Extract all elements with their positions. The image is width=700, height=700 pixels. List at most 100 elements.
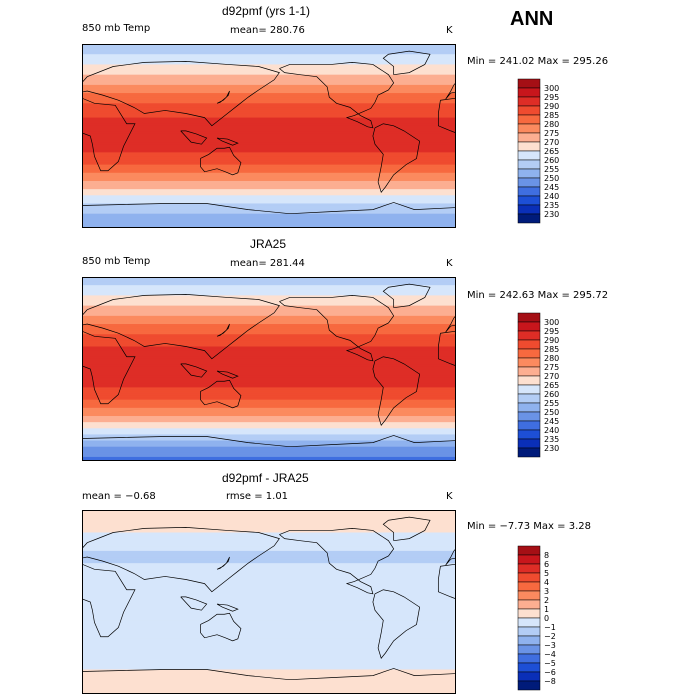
latitude-band xyxy=(82,524,456,527)
latitude-band xyxy=(82,307,456,311)
latitude-band xyxy=(82,311,456,315)
latitude-band xyxy=(82,422,456,425)
coastline xyxy=(216,603,239,612)
latitude-band xyxy=(82,213,456,217)
colorbar-swatch xyxy=(517,132,541,143)
latitude-band xyxy=(82,201,456,205)
colorbar-label: −5 xyxy=(544,659,556,668)
panel-1-variable: 850 mb Temp xyxy=(82,23,151,34)
latitude-band xyxy=(82,540,456,544)
latitude-band xyxy=(82,587,456,591)
colorbar-swatch xyxy=(517,608,541,619)
colorbar-swatch xyxy=(517,563,541,574)
latitude-band xyxy=(82,330,456,333)
latitude-band xyxy=(82,538,456,542)
colorbar-swatch xyxy=(517,123,541,134)
latitude-band xyxy=(82,356,456,360)
colorbar-label: −4 xyxy=(544,650,556,659)
season-title: ANN xyxy=(510,8,554,30)
colorbar-swatch xyxy=(517,348,541,359)
latitude-band xyxy=(82,432,456,436)
colorbar-swatch xyxy=(517,312,541,323)
latitude-band xyxy=(82,291,456,294)
latitude-band xyxy=(82,399,456,403)
coastline xyxy=(216,90,230,104)
latitude-band xyxy=(82,608,456,611)
colorbar-swatch xyxy=(517,375,541,386)
latitude-band xyxy=(82,442,456,446)
latitude-band xyxy=(82,642,456,646)
panel-1-colorbar: 3002952902852802752702652602552502452402… xyxy=(517,78,559,224)
latitude-band xyxy=(82,115,456,119)
latitude-band xyxy=(82,111,456,115)
coastline xyxy=(437,563,456,600)
colorbar-label: 2 xyxy=(544,596,549,605)
colorbar-swatch xyxy=(517,366,541,377)
latitude-band xyxy=(82,677,456,681)
colorbar-label: 240 xyxy=(544,426,559,435)
colorbar-label: 290 xyxy=(544,102,559,111)
latitude-band xyxy=(82,142,456,145)
panel-3-units: K xyxy=(446,491,453,502)
latitude-band xyxy=(82,581,456,585)
latitude-band xyxy=(82,348,456,352)
latitude-band xyxy=(82,420,456,423)
latitude-band xyxy=(82,395,456,399)
colorbar-swatch xyxy=(517,590,541,601)
latitude-band xyxy=(82,622,456,626)
latitude-band xyxy=(82,223,456,227)
colorbar-label: 265 xyxy=(544,147,559,156)
latitude-band xyxy=(82,573,456,577)
latitude-band xyxy=(82,514,456,517)
latitude-band xyxy=(82,326,456,329)
latitude-band xyxy=(82,303,456,307)
latitude-band xyxy=(82,563,456,566)
coastline xyxy=(82,294,280,360)
latitude-band xyxy=(82,691,456,694)
latitude-band xyxy=(82,136,456,139)
latitude-band xyxy=(82,107,456,111)
latitude-band xyxy=(82,211,456,215)
colorbar-label: −8 xyxy=(544,677,556,686)
latitude-band xyxy=(82,444,456,448)
latitude-band xyxy=(82,148,456,151)
panel-3-minmax: Min = −7.73 Max = 3.28 xyxy=(467,521,591,532)
colorbar-swatch xyxy=(517,662,541,673)
colorbar-label: 275 xyxy=(544,129,559,138)
colorbar-swatch xyxy=(517,635,541,646)
latitude-band xyxy=(82,663,456,666)
latitude-band xyxy=(82,70,456,74)
latitude-band xyxy=(82,614,456,617)
latitude-band xyxy=(82,121,456,125)
latitude-band xyxy=(82,131,456,135)
coastline xyxy=(437,330,456,367)
colorbar-label: 265 xyxy=(544,381,559,390)
latitude-band xyxy=(82,434,456,438)
latitude-band xyxy=(82,411,456,415)
latitude-band xyxy=(82,168,456,172)
latitude-band xyxy=(82,277,456,280)
latitude-band xyxy=(82,113,456,117)
colorbar-swatch xyxy=(517,554,541,565)
colorbar-swatch xyxy=(517,321,541,332)
latitude-band xyxy=(82,72,456,76)
latitude-band xyxy=(82,289,456,292)
latitude-band xyxy=(82,58,456,61)
colorbar-label: 255 xyxy=(544,399,559,408)
latitude-band xyxy=(82,632,456,636)
coastline xyxy=(382,50,431,76)
latitude-band xyxy=(82,440,456,444)
latitude-band xyxy=(82,638,456,642)
latitude-band xyxy=(82,366,456,370)
coastline xyxy=(279,295,395,362)
latitude-band xyxy=(82,82,456,86)
panel-2-title: JRA25 xyxy=(250,237,287,251)
latitude-band xyxy=(82,683,456,687)
colorbar-swatch xyxy=(517,177,541,188)
coastline xyxy=(216,323,230,337)
colorbar-swatch xyxy=(517,159,541,170)
latitude-band xyxy=(82,162,456,166)
colorbar-swatch xyxy=(517,429,541,440)
colorbar-label: 8 xyxy=(544,551,549,560)
colorbar-swatch xyxy=(517,78,541,89)
